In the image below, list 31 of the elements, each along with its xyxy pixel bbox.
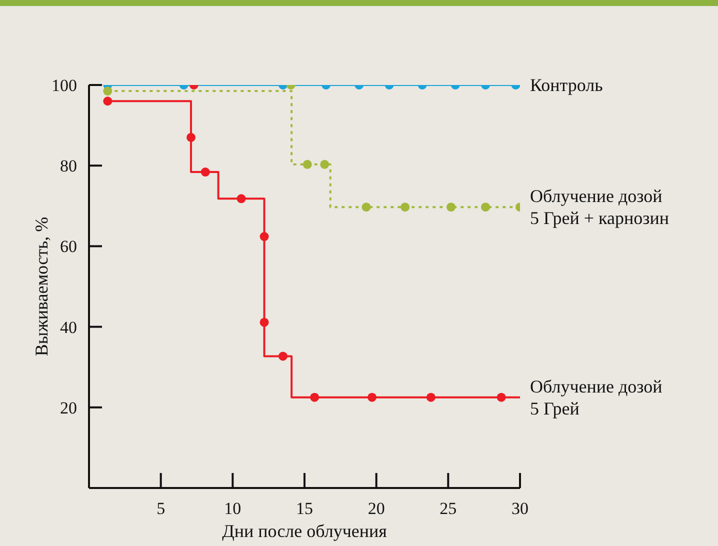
y-tick-label: 100 <box>52 76 77 95</box>
point <box>368 392 377 402</box>
x-tick-label: 20 <box>368 499 385 518</box>
point <box>481 202 490 212</box>
series-label: Облучение дозой 5 Грей + карнозин <box>530 186 670 228</box>
x-tick-label: 10 <box>224 499 242 518</box>
y-tick-label: 80 <box>60 156 77 176</box>
point <box>320 160 330 169</box>
x-tick-label: 5 <box>156 499 166 518</box>
x-axis-title: Дни после облучения <box>222 521 387 541</box>
x-tick-label: 30 <box>512 499 528 518</box>
point <box>362 202 371 212</box>
x-tick-label: 25 <box>440 499 457 518</box>
y-tick-label: 40 <box>60 318 77 337</box>
point <box>260 232 269 242</box>
x-tick-label: 15 <box>296 499 313 518</box>
point <box>426 392 436 402</box>
series-label: Облучение дозой 5 Грей <box>530 376 663 418</box>
point <box>310 392 320 402</box>
y-axis-title: Выживаемость, % <box>31 216 52 356</box>
point <box>400 202 410 212</box>
point <box>446 202 456 212</box>
series-label: Контроль <box>530 75 603 95</box>
point <box>200 168 210 177</box>
point <box>260 318 269 327</box>
point <box>496 392 506 402</box>
y-tick-label: 20 <box>60 398 77 418</box>
point <box>236 194 246 204</box>
point <box>302 160 312 169</box>
point <box>278 352 288 361</box>
y-tick-label: 60 <box>60 237 77 256</box>
